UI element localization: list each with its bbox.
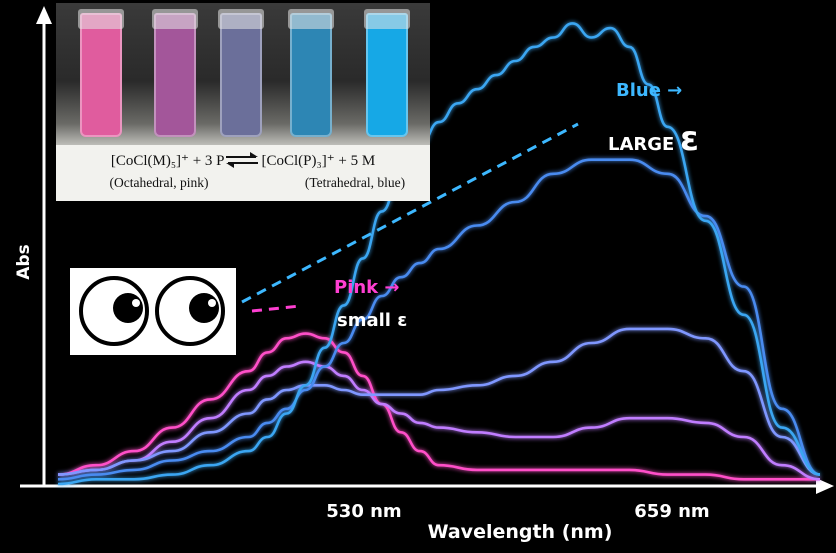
inset-photo-panel: [CoCl(M)₅]⁺ + 3 P [CoCl(P)₃]⁺ + 5 M (Oct… (56, 3, 430, 201)
y-axis-label: Abs (14, 244, 34, 279)
cuvette-teal (290, 13, 332, 137)
cuvette-cap (78, 9, 124, 29)
cuvette-blue (366, 13, 408, 137)
cuvette-cap (218, 9, 264, 29)
pink-label: Pink → (334, 277, 400, 298)
octahedral-caption: (Octahedral, pink) (74, 175, 244, 191)
cuvette-cap (364, 9, 410, 29)
cuvettes-photo (56, 3, 430, 145)
cuvette-cap (152, 9, 198, 29)
x-axis-label: Wavelength (nm) (428, 521, 613, 543)
x-tick-label-530: 530 nm (326, 501, 401, 522)
y-axis-arrow-icon (36, 6, 52, 24)
pink-leader-line (252, 306, 300, 311)
large-epsilon-label: LARGE (608, 134, 674, 155)
equilibrium-arrows-icon (224, 150, 260, 170)
large-epsilon-symbol: ε (680, 119, 699, 159)
small-epsilon-label: small ε (337, 310, 407, 331)
cuvette-cap (288, 9, 334, 29)
cuvette-mauve (154, 13, 196, 137)
tetrahedral-caption: (Tetrahedral, blue) (270, 175, 430, 191)
series-line-1 (58, 334, 820, 480)
eyes-panel (70, 268, 236, 355)
cuvette-violet (220, 13, 262, 137)
x-tick-label-659: 659 nm (634, 501, 709, 522)
cuvette-pink (80, 13, 122, 137)
blue-label: Blue → (616, 80, 682, 101)
eyes-icon (70, 268, 236, 355)
